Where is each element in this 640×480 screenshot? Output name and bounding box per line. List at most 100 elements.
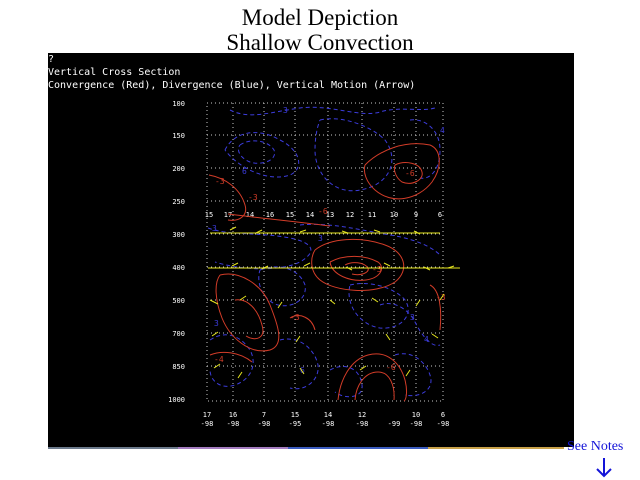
convergence-label: -3 bbox=[215, 177, 225, 186]
motion-arrow bbox=[211, 331, 439, 343]
pressure-label: 300 bbox=[172, 231, 185, 239]
pressure-label: 150 bbox=[172, 132, 185, 140]
plot-grid bbox=[206, 102, 444, 402]
divergence-label: 6 bbox=[242, 167, 247, 176]
station-label-bottom: -99 bbox=[388, 420, 401, 428]
divergence-label: 3 bbox=[283, 106, 288, 115]
pressure-label: 100 bbox=[172, 100, 185, 108]
divergence-contour bbox=[409, 119, 441, 179]
station-label-top: 12 bbox=[358, 411, 366, 419]
top-axis-label: 9 bbox=[414, 211, 418, 219]
convergence-label: -6 bbox=[386, 363, 396, 372]
color-strip bbox=[48, 447, 564, 449]
convergence-contour bbox=[289, 315, 316, 331]
pressure-label: 400 bbox=[172, 264, 185, 272]
station-label-top: 17 bbox=[203, 411, 211, 419]
divergence-label: 3 bbox=[214, 319, 219, 328]
convergence-label: -3 bbox=[248, 193, 258, 202]
convergence-label: -3 bbox=[290, 313, 300, 322]
top-axis-label: 14 bbox=[246, 211, 254, 219]
page-title: Model Depiction bbox=[241, 5, 399, 30]
top-axis-label: 15 bbox=[286, 211, 294, 219]
station-label-top: 10 bbox=[412, 411, 420, 419]
convergence-contour bbox=[363, 143, 440, 200]
top-axis-label: 11 bbox=[368, 211, 376, 219]
pressure-label: 500 bbox=[172, 297, 185, 305]
plot-header-title: Vertical Cross Section bbox=[48, 67, 181, 78]
plot-header-legend: Convergence (Red), Divergence (Blue), Ve… bbox=[48, 80, 416, 91]
station-label-bottom: -98 bbox=[227, 420, 240, 428]
divergence-label: 3 bbox=[212, 224, 217, 233]
pressure-label: 200 bbox=[172, 165, 185, 173]
top-axis-label: 16 bbox=[266, 211, 274, 219]
convergence-contour bbox=[234, 299, 264, 340]
convergence-label: -3 bbox=[372, 265, 382, 274]
convergence-label: -6 bbox=[318, 207, 328, 216]
convergence-contours bbox=[208, 143, 442, 402]
pressure-axis: 100 150 200 250 300 400 500 700 850 1000 bbox=[168, 100, 185, 404]
pressure-label: 1000 bbox=[168, 396, 185, 404]
station-label-bottom: -98 bbox=[258, 420, 271, 428]
pressure-label: 700 bbox=[172, 330, 185, 338]
down-arrow-icon[interactable] bbox=[594, 457, 614, 479]
motion-arrow bbox=[231, 262, 455, 271]
divergence-label: 6 bbox=[300, 366, 305, 375]
divergence-contour bbox=[224, 132, 300, 178]
convergence-label: -4 bbox=[214, 355, 224, 364]
convergence-contour bbox=[337, 353, 408, 402]
station-label-top: 15 bbox=[291, 411, 299, 419]
top-axis-label: 12 bbox=[346, 211, 354, 219]
contour-labels: -3 -6 -3 -3 -6 -4 -3 -6 -3 3 4 6 3 3 3 4 3 6 bbox=[212, 106, 446, 375]
convergence-contour bbox=[393, 162, 423, 184]
station-label-bottom: -98 bbox=[410, 420, 423, 428]
motion-arrow bbox=[229, 226, 421, 235]
convergence-contour bbox=[429, 284, 442, 331]
divergence-contour bbox=[379, 303, 441, 346]
pressure-label: 850 bbox=[172, 363, 185, 371]
station-label-top: 14 bbox=[324, 411, 332, 419]
convergence-contour bbox=[209, 351, 253, 363]
divergence-label: 4 bbox=[424, 335, 429, 344]
top-axis-label: 13 bbox=[326, 211, 334, 219]
top-axis-label: 17 bbox=[224, 211, 232, 219]
pressure-label: 250 bbox=[172, 198, 185, 206]
divergence-label: 4 bbox=[440, 126, 445, 135]
top-axis-label: 10 bbox=[390, 211, 398, 219]
top-axis-label: 6 bbox=[438, 211, 442, 219]
divergence-contour bbox=[314, 118, 393, 192]
station-label-bottom: -98 bbox=[356, 420, 369, 428]
station-label-bottom: -98 bbox=[201, 420, 214, 428]
divergence-contour bbox=[209, 334, 254, 387]
top-axis: 15 17 14 16 15 14 13 12 11 10 9 6 bbox=[205, 211, 442, 219]
divergence-contour bbox=[258, 266, 306, 307]
convergence-contour bbox=[227, 213, 331, 227]
station-label-top: 7 bbox=[262, 411, 266, 419]
plot-header-marker: ? bbox=[48, 54, 55, 65]
station-label-bottom: -98 bbox=[322, 420, 335, 428]
top-axis-label: 14 bbox=[306, 211, 314, 219]
divergence-label: 3 bbox=[410, 313, 415, 322]
convergence-label: -6 bbox=[405, 169, 415, 178]
page-subtitle: Shallow Convection bbox=[226, 30, 414, 55]
divergence-contour bbox=[329, 366, 363, 398]
convergence-contour bbox=[208, 174, 247, 221]
top-axis-label: 15 bbox=[205, 211, 213, 219]
divergence-contours bbox=[207, 106, 441, 398]
divergence-contour bbox=[394, 353, 432, 397]
divergence-contour bbox=[237, 140, 276, 164]
station-label-bottom: -95 bbox=[289, 420, 302, 428]
vertical-motion-arrows bbox=[208, 226, 460, 379]
convergence-contour bbox=[311, 238, 405, 291]
convergence-contour bbox=[354, 371, 395, 401]
divergence-contour bbox=[348, 283, 409, 329]
see-notes-link[interactable]: See Notes bbox=[567, 439, 624, 454]
divergence-label: 3 bbox=[318, 234, 323, 243]
station-label-top: 6 bbox=[441, 411, 445, 419]
motion-arrow bbox=[209, 293, 445, 309]
convergence-contour bbox=[215, 273, 280, 352]
divergence-contour bbox=[279, 338, 319, 390]
station-label-top: 16 bbox=[229, 411, 237, 419]
divergence-contour bbox=[229, 106, 436, 116]
